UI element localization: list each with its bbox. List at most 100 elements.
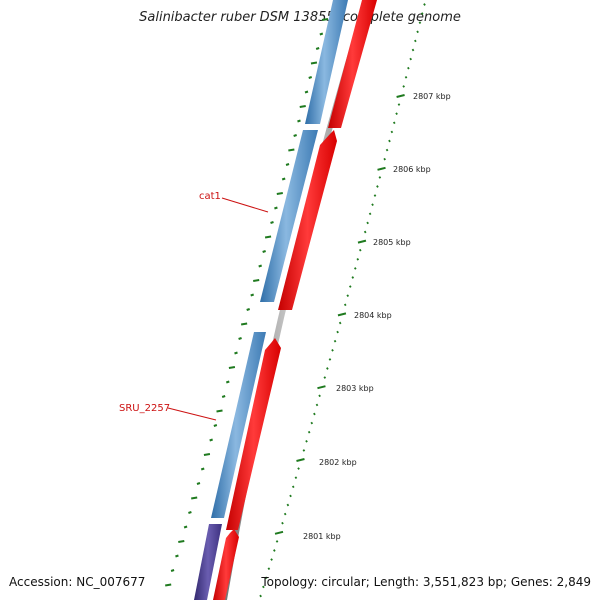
- scale-minor-tick: [373, 194, 377, 197]
- scale-label-2804: 2804 kbp: [354, 311, 392, 320]
- inner-dash: [262, 250, 266, 253]
- inner-dash: [285, 163, 290, 166]
- scale-minor-tick: [281, 521, 284, 525]
- scale-label-2805: 2805 kbp: [373, 238, 411, 247]
- scale-minor-tick: [264, 576, 268, 580]
- map-title: Salinibacter ruber DSM 13855, complete g…: [139, 10, 461, 25]
- gene-forward-1: [305, 0, 348, 124]
- scale-minor-tick: [348, 285, 352, 288]
- inner-dash: [238, 337, 242, 340]
- gene-forward-SRU_2257: [211, 332, 266, 518]
- scale-minor-tick: [286, 503, 290, 507]
- scale-label-2807: 2807 kbp: [413, 92, 451, 101]
- inner-dash: [209, 438, 213, 442]
- scale-minor-tick: [376, 185, 379, 188]
- inner-dash: [200, 467, 205, 471]
- scale-minor-tick: [397, 103, 401, 106]
- scale-minor-tick: [294, 476, 298, 480]
- gene-reverse-4: [213, 529, 239, 600]
- inner-dash: [274, 206, 278, 210]
- scale-minor-tick: [336, 330, 339, 334]
- scale-minor-tick: [409, 57, 412, 61]
- inner-dash: [240, 322, 248, 326]
- scale-minor-tick: [289, 494, 292, 498]
- scale-minor-tick: [305, 439, 308, 443]
- inner-dash: [293, 134, 297, 137]
- scale-label-2803: 2803 kbp: [336, 384, 374, 393]
- inner-dash: [297, 119, 301, 123]
- scale-minor-tick: [343, 303, 347, 307]
- inner-dash: [308, 76, 313, 79]
- scale-minor-tick: [371, 203, 374, 207]
- inner-dash-track: [165, 18, 329, 587]
- gene-other-1: [194, 524, 222, 600]
- inner-dash: [175, 554, 179, 558]
- scale-minor-tick: [310, 421, 314, 425]
- gene-reverse-3: [226, 338, 281, 530]
- gene-reverse-1: [328, 0, 377, 128]
- inner-dash: [203, 453, 211, 456]
- scale-minor-tick: [411, 48, 415, 52]
- scale-major-tick: [274, 530, 284, 535]
- scale-minor-tick: [297, 467, 300, 470]
- inner-dash: [246, 308, 250, 311]
- inner-dash: [234, 351, 238, 355]
- scale-minor-tick: [318, 394, 321, 398]
- scale-minor-tick: [315, 403, 319, 407]
- scale-minor-tick: [383, 157, 386, 161]
- scale-minor-tick: [326, 367, 329, 370]
- inner-dash: [321, 18, 329, 21]
- inner-dash: [165, 583, 172, 587]
- scale-minor-tick: [407, 66, 410, 70]
- scale-minor-tick: [356, 257, 360, 261]
- scale-labels: 2807 kbp 2806 kbp 2805 kbp 2804 kbp 2803…: [303, 92, 451, 541]
- inner-dash: [315, 47, 320, 50]
- scale-minor-tick: [328, 358, 332, 361]
- scale-minor-tick: [368, 212, 372, 216]
- scale-label-2801: 2801 kbp: [303, 532, 341, 541]
- scale-minor-tick: [392, 121, 396, 125]
- inner-dash: [264, 235, 272, 239]
- scale-minor-tick: [313, 412, 316, 416]
- gene-label-SRU_2257: SRU_2257: [119, 403, 170, 414]
- gene-label-cat1: cat1: [199, 191, 221, 202]
- scale-minor-tick: [262, 585, 265, 589]
- scale-label-2802: 2802 kbp: [319, 458, 357, 467]
- scale-minor-tick: [420, 12, 424, 15]
- inner-dash: [196, 482, 201, 485]
- scale-minor-tick: [358, 248, 362, 252]
- scale-minor-tick: [423, 3, 426, 6]
- scale-minor-tick: [291, 485, 295, 489]
- scale-minor-tick: [275, 540, 279, 543]
- inner-dash: [299, 105, 306, 108]
- inner-dash: [253, 279, 260, 282]
- scale-minor-tick: [267, 567, 271, 571]
- cat1-leader-line: [221, 197, 269, 213]
- scale-major-tick: [337, 312, 347, 317]
- scale-minor-tick: [416, 30, 419, 34]
- scale-major-tick: [317, 385, 326, 390]
- scale-major-tick: [296, 458, 305, 462]
- scale-minor-tick: [388, 139, 391, 143]
- gene-forward-cat1: [260, 130, 318, 302]
- SRU_2257-leader-line: [167, 407, 217, 421]
- inner-dash: [216, 409, 223, 413]
- scale-minor-tick: [418, 21, 422, 25]
- inner-dash: [258, 264, 262, 268]
- scale-minor-tick: [414, 39, 417, 43]
- scale-minor-tick: [402, 85, 405, 88]
- inner-dash: [221, 395, 226, 398]
- scale-minor-tick: [346, 294, 350, 298]
- genome-summary-text: Topology: circular; Length: 3,551,823 bp…: [261, 575, 591, 589]
- inner-dash: [191, 496, 198, 500]
- scale-major-tick: [357, 239, 367, 244]
- scale-major-tick: [396, 94, 405, 98]
- scale-minor-tick: [378, 176, 382, 179]
- inner-dash: [250, 293, 255, 297]
- scale-label-2806: 2806 kbp: [393, 165, 431, 174]
- inner-dash: [288, 148, 295, 152]
- accession-text: Accession: NC_007677: [9, 575, 146, 589]
- scale-minor-tick: [307, 430, 311, 434]
- scale-minor-tick: [363, 230, 367, 234]
